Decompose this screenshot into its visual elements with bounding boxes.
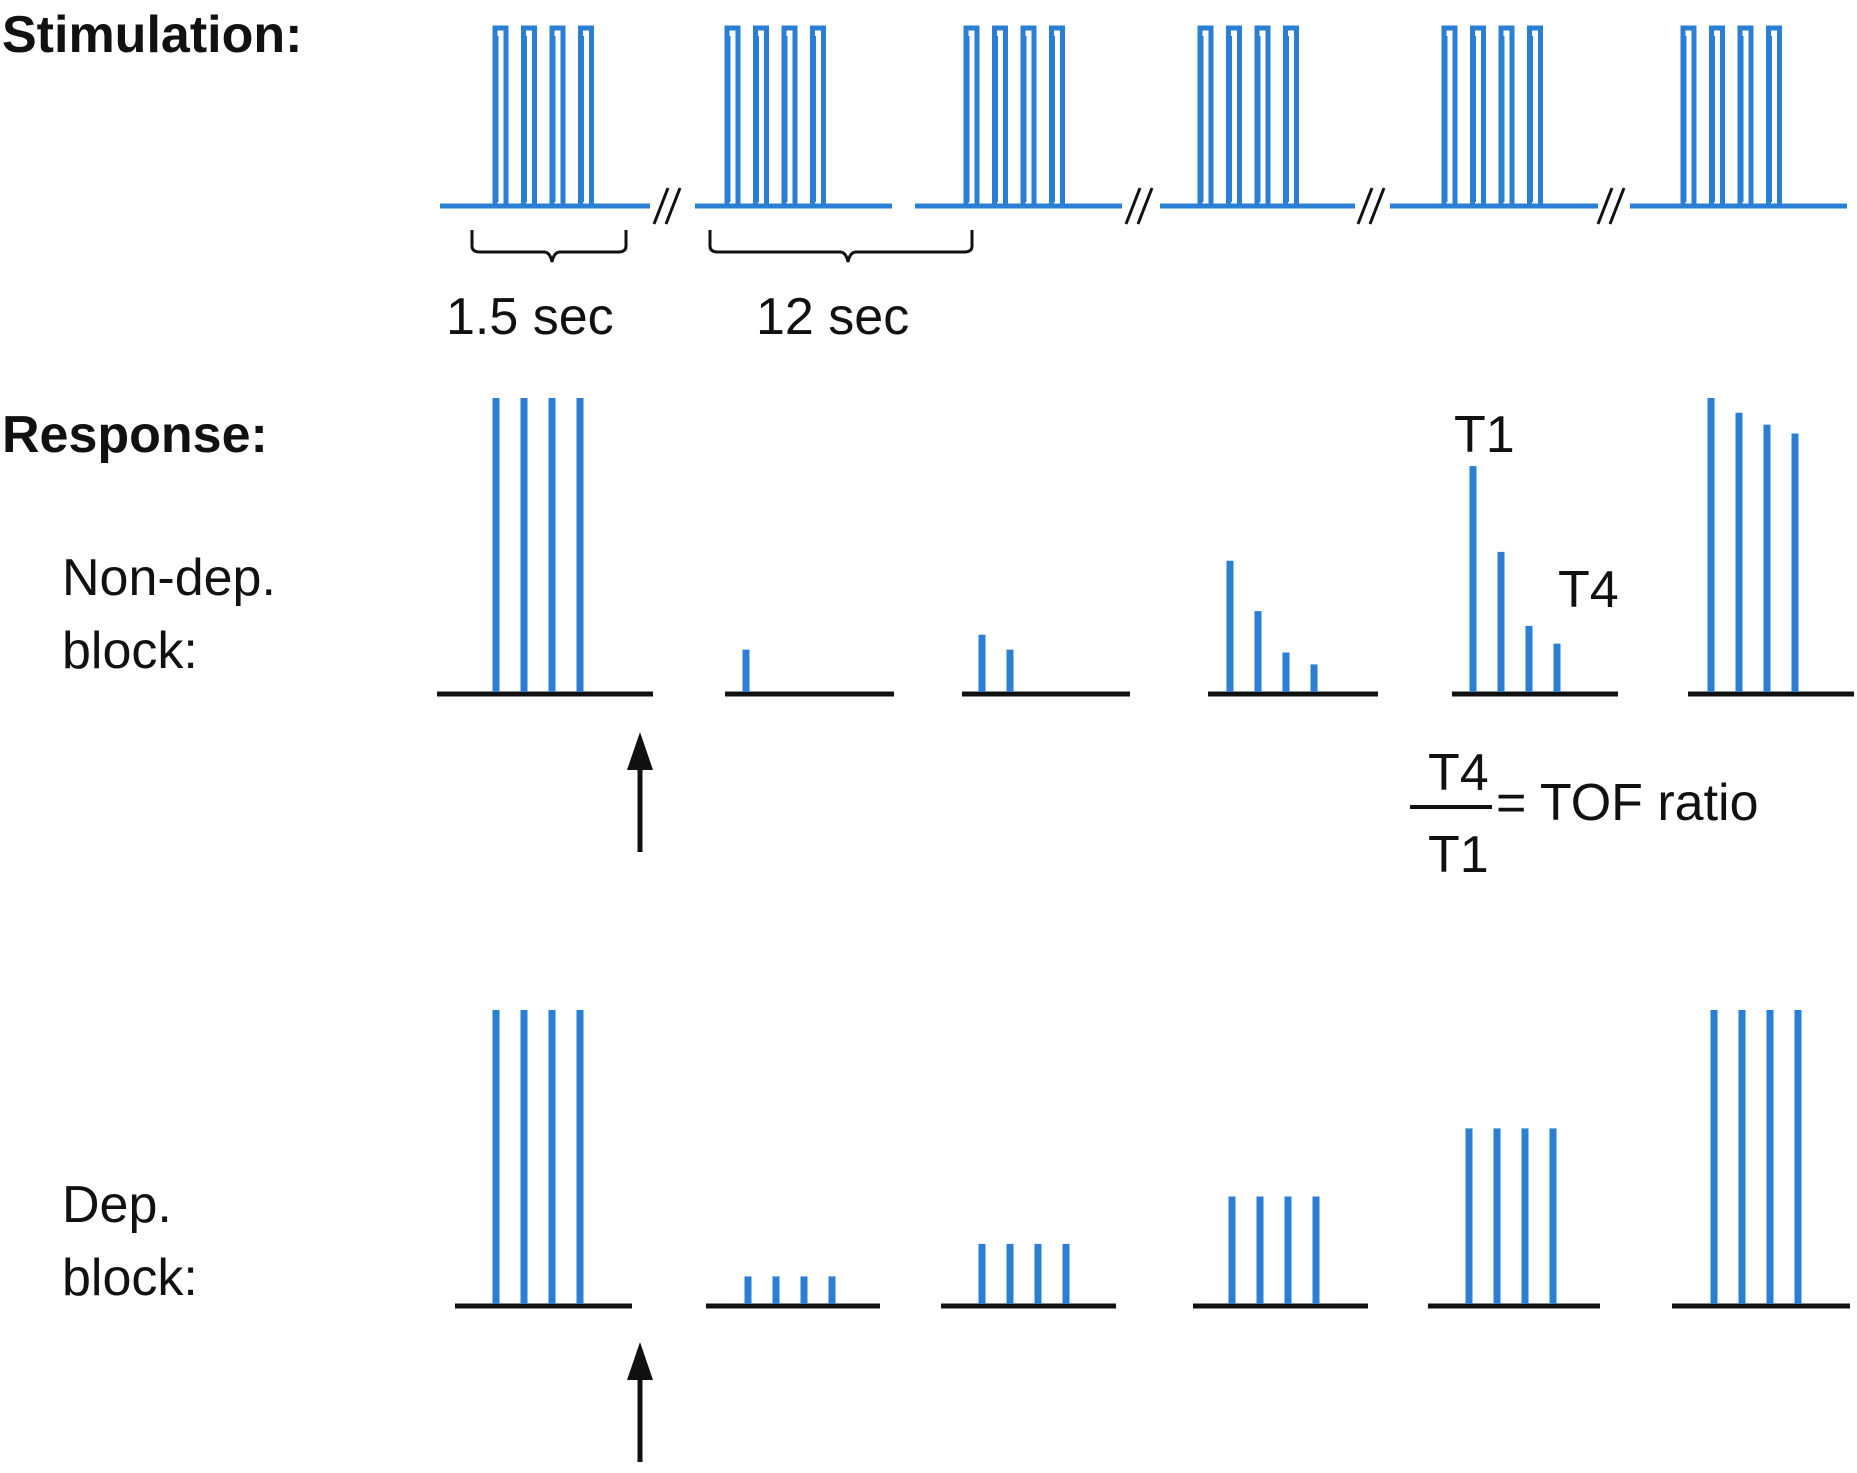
interval-short-label: 1.5 sec [446,288,614,346]
break-stroke-a [1356,187,1374,225]
t4-label: T4 [1558,561,1619,619]
nondep-label-line1: Non-dep. [62,549,276,607]
stimulation-waveform [440,25,1847,225]
stim-train-2 [723,25,826,209]
ratio-denominator: T1 [1428,826,1489,884]
arrow-nondep [627,732,653,852]
t1-label: T1 [1454,406,1515,464]
stim-train-3 [962,25,1065,209]
brace-short-interval [470,230,628,263]
brace-long-interval [708,230,974,263]
break-stroke-b [1608,187,1626,225]
nondep-responses [437,398,1854,697]
stim-train-4 [1196,25,1299,209]
ratio-numerator: T4 [1428,744,1489,802]
break-stroke-b [1136,187,1154,225]
break-mark-2 [1124,187,1154,225]
stim-train-5 [1440,25,1543,209]
stim-train-1 [491,25,594,209]
ratio-equals-label: = TOF ratio [1496,774,1759,832]
stim-train-6 [1679,25,1782,209]
break-stroke-a [1596,187,1614,225]
break-mark-3 [1356,187,1386,225]
interval-long-label: 12 sec [756,288,909,346]
stimulation-label: Stimulation: [2,6,302,64]
break-stroke-b [664,187,682,225]
break-stroke-a [1124,187,1142,225]
break-mark-1 [652,187,682,225]
dep-label-line1: Dep. [62,1176,172,1234]
response-label: Response: [2,406,268,464]
dep-label-line2: block: [62,1249,198,1307]
break-stroke-a [652,187,670,225]
break-stroke-b [1368,187,1386,225]
arrow-dep [627,1342,653,1462]
break-mark-4 [1596,187,1626,225]
dep-responses [455,1010,1850,1309]
nondep-label-line2: block: [62,622,198,680]
